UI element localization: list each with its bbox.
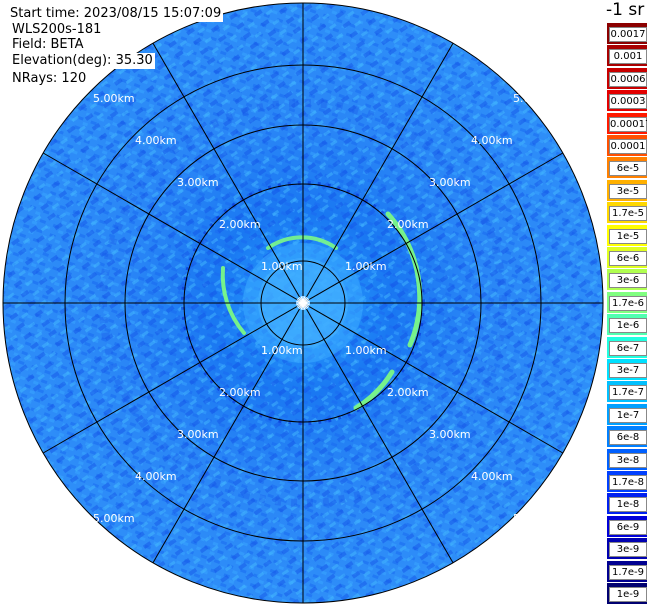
range-label-se-4: 4.00km	[471, 470, 513, 483]
colorbar-level: 1.7e-5	[607, 201, 647, 224]
colorbar-level: 6e-5	[607, 156, 647, 179]
field-label: Field: BETA	[10, 37, 86, 53]
colorbar-level: 0.001	[607, 44, 647, 67]
colorbar-level-label: 3e-9	[609, 542, 647, 558]
colorbar-level-label: 6e-5	[609, 161, 647, 177]
colorbar-level-label: 0.0001	[609, 139, 647, 154]
colorbar-level-label: 6e-7	[609, 340, 647, 356]
echo-arc-north	[266, 235, 338, 250]
colorbar-level: 0.00017	[607, 111, 647, 134]
start-time-label: Start time: 2023/08/15 15:07:09	[8, 6, 224, 22]
colorbar-level-label: 3e-7	[609, 363, 647, 378]
colorbar-level-label: 6e-6	[609, 251, 647, 266]
origin-marker	[296, 296, 310, 310]
ppi-scan-plot: 1.00km 1.00km 1.00km 1.00km 2.00km 2.00k…	[2, 2, 604, 604]
echo-arc-southeast	[353, 369, 395, 411]
colorbar-level-label: 1.7e-8	[609, 475, 647, 490]
range-label-ne-4: 4.00km	[471, 134, 513, 147]
colorbar-level-label: 3e-6	[609, 273, 647, 289]
colorbar-level-label: 3e-8	[609, 452, 647, 468]
colorbar-level-label: 1e-6	[609, 318, 647, 334]
range-label-sw-1: 1.00km	[261, 344, 303, 357]
range-label-nw-1: 1.00km	[261, 260, 303, 273]
colorbar-level: 0.0017	[607, 22, 647, 44]
origin-ray	[300, 296, 304, 304]
range-label-sw-3: 3.00km	[177, 428, 219, 441]
elevation-caption: Elevation(deg):	[12, 53, 112, 68]
colorbar-level-label: 3e-5	[609, 183, 647, 199]
colorbar-level-label: 0.001	[609, 49, 647, 65]
colorbar-level-label: 1e-9	[609, 587, 647, 602]
elevation-value: 35.30	[115, 53, 153, 68]
range-label-sw-4: 4.00km	[135, 470, 177, 483]
colorbar-level: 0.0003	[607, 89, 647, 112]
colorbar-level: 3e-9	[607, 537, 647, 560]
range-label-nw-3: 3.00km	[177, 176, 219, 189]
colorbar-level: 1e-7	[607, 402, 647, 425]
nrays-label: NRays: 120	[10, 71, 89, 87]
colorbar-level: 1e-5	[607, 223, 647, 246]
colorbar-level-label: 1.7e-9	[609, 564, 647, 580]
colorbar-level: 0.0006	[607, 66, 647, 89]
colorbar-level: 1e-6	[607, 313, 647, 336]
colorbar-level: 1e-8	[607, 492, 647, 515]
colorbar-level-label: 1.7e-6	[609, 295, 647, 311]
colorbar-level: 6e-6	[607, 246, 647, 268]
colorbar-level-label: 0.00017	[609, 116, 647, 132]
colorbar-level: 3e-8	[607, 447, 647, 470]
colorbar-level-label: 0.0017	[609, 27, 647, 42]
range-label-nw-4: 4.00km	[135, 134, 177, 147]
colorbar-level: 6e-7	[607, 335, 647, 358]
colorbar-level: 3e-7	[607, 358, 647, 380]
range-label-nw-5: 5.00km	[93, 92, 135, 105]
colorbar-level-label: 1.7e-5	[609, 206, 647, 222]
colorbar-level: 1e-9	[607, 582, 647, 604]
range-label-ne-1: 1.00km	[345, 260, 387, 273]
colorbar-level-label: 0.0006	[609, 71, 647, 87]
range-label-se-5: 5.00km	[513, 512, 555, 525]
colorbar-level-label: 1.7e-7	[609, 385, 647, 401]
colorbar-level-label: 6e-8	[609, 430, 647, 446]
colorbar-level: 0.0001	[607, 134, 647, 156]
colorbar-level-label: 6e-9	[609, 519, 647, 535]
colorbar-level-label: 0.0003	[609, 94, 647, 110]
echo-arc-east	[385, 211, 423, 348]
colorbar-level: 3e-5	[607, 178, 647, 201]
range-label-ne-2: 2.00km	[387, 218, 429, 231]
range-labels: 1.00km 1.00km 1.00km 1.00km 2.00km 2.00k…	[93, 92, 555, 525]
colorbar-unit-title: -1 sr	[606, 0, 645, 20]
elevation-label: Elevation(deg): 35.30	[10, 53, 155, 69]
range-label-ne-5: 5.00km	[513, 92, 555, 105]
range-label-sw-2: 2.00km	[219, 386, 261, 399]
instrument-label: WLS200s-181	[10, 22, 104, 38]
colorbar-level: 1.7e-7	[607, 380, 647, 403]
range-label-se-1: 1.00km	[345, 344, 387, 357]
colorbar-level-label: 1e-8	[609, 497, 647, 513]
range-label-ne-3: 3.00km	[429, 176, 471, 189]
colorbar-level: 3e-6	[607, 268, 647, 291]
range-label-sw-5: 5.00km	[93, 512, 135, 525]
range-label-se-3: 3.00km	[429, 428, 471, 441]
colorbar-level-label: 1e-7	[609, 407, 647, 423]
colorbar-level: 1.7e-9	[607, 559, 647, 582]
range-label-nw-2: 2.00km	[219, 218, 261, 231]
range-label-se-2: 2.00km	[387, 386, 429, 399]
colorbar-level: 6e-8	[607, 425, 647, 448]
colorbar-level: 6e-9	[607, 514, 647, 537]
colorbar-level: 1.7e-8	[607, 470, 647, 492]
colorbar-level-label: 1e-5	[609, 228, 647, 244]
colorbar-level: 1.7e-6	[607, 290, 647, 313]
